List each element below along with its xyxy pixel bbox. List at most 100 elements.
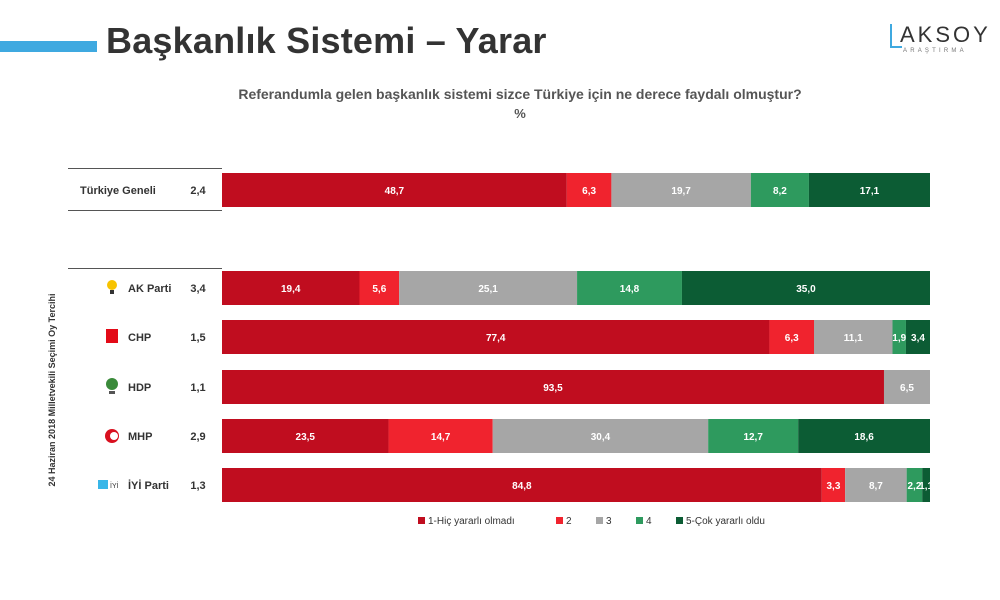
bar-segment bbox=[388, 419, 493, 453]
legend-swatch bbox=[418, 517, 425, 524]
svg-text:İYİ: İYİ bbox=[110, 481, 119, 490]
logo-subtitle: ARAŞTIRMA bbox=[903, 48, 967, 54]
data-label: 14,7 bbox=[431, 432, 451, 443]
data-label: 23,5 bbox=[296, 432, 316, 443]
data-label: 1,9 bbox=[892, 333, 906, 344]
legend-label: 2 bbox=[566, 516, 572, 527]
legend-label: 1-Hiç yararlı olmadı bbox=[428, 516, 515, 527]
party-logo-icon-2 bbox=[106, 329, 118, 343]
logo-word: AKSOY bbox=[900, 22, 991, 47]
legend-item: 4 bbox=[636, 516, 652, 527]
legend-swatch bbox=[556, 517, 563, 524]
category-label: MHP bbox=[128, 431, 152, 443]
legend-label: 3 bbox=[606, 516, 612, 527]
bar-segment bbox=[892, 320, 906, 354]
data-label: 30,4 bbox=[591, 432, 611, 443]
party-logo-icon-1 bbox=[107, 280, 117, 294]
data-label: 3,3 bbox=[827, 481, 841, 492]
survey-question: Referandumla gelen başkanlık sistemi siz… bbox=[238, 86, 802, 102]
data-label: 2,2 bbox=[907, 481, 921, 492]
bar-row: AK Parti 3,4 19,4 5,6 25,1 14,8 35,0 bbox=[107, 271, 930, 305]
data-label: 5,6 bbox=[372, 284, 386, 295]
data-label: 1,1 bbox=[919, 481, 933, 492]
bar-segment bbox=[708, 419, 799, 453]
logo-mark-icon bbox=[890, 24, 902, 48]
bar-segment bbox=[883, 370, 930, 404]
mean-score-label: 3,4 bbox=[190, 283, 206, 295]
bar-segment bbox=[845, 468, 907, 502]
page-title: Başkanlık Sistemi – Yarar bbox=[106, 20, 547, 61]
table-rule-middle bbox=[68, 210, 222, 211]
bar-segment bbox=[611, 173, 751, 207]
data-label: 14,8 bbox=[620, 284, 640, 295]
bar-segment bbox=[681, 271, 930, 305]
data-label: 12,7 bbox=[743, 432, 763, 443]
data-label: 6,3 bbox=[582, 186, 596, 197]
mean-score-label: 1,1 bbox=[190, 382, 205, 394]
data-label: 19,7 bbox=[671, 186, 691, 197]
bar-segment bbox=[222, 271, 360, 305]
data-label: 8,7 bbox=[869, 481, 883, 492]
bar-segment bbox=[808, 173, 930, 207]
category-label: İYİ Parti bbox=[128, 479, 169, 492]
bar-row: İYİ İYİ Parti 1,3 84,8 3,3 8,7 2,21,1 bbox=[98, 468, 933, 502]
data-label: 84,8 bbox=[512, 481, 532, 492]
legend-item: 2 bbox=[556, 516, 572, 527]
data-label: 6,3 bbox=[785, 333, 799, 344]
data-label: 35,0 bbox=[796, 284, 816, 295]
category-label: CHP bbox=[128, 332, 151, 344]
bar-row: MHP 2,9 23,5 14,7 30,4 12,7 18,6 bbox=[105, 419, 930, 453]
legend: 1-Hiç yararlı olmadı 2 3 4 5-Çok yararlı old… bbox=[418, 516, 765, 527]
data-label: 6,5 bbox=[900, 383, 914, 394]
bar-segment bbox=[798, 419, 930, 453]
bar-segment bbox=[222, 173, 567, 207]
bar-row: Türkiye Geneli 2,4 48,7 6,3 19,7 8,2 17,1 bbox=[80, 173, 930, 207]
table-rule-top bbox=[68, 168, 222, 169]
data-label: 48,7 bbox=[385, 186, 405, 197]
legend-item: 5-Çok yararlı oldu bbox=[676, 516, 765, 527]
mean-score-label: 1,5 bbox=[190, 332, 205, 344]
legend-swatch bbox=[636, 517, 643, 524]
party-logo-icon-3 bbox=[106, 378, 118, 394]
party-logo-icon-4 bbox=[105, 429, 119, 443]
data-label: 77,4 bbox=[486, 333, 506, 344]
bar-segment bbox=[814, 320, 893, 354]
legend-swatch bbox=[676, 517, 683, 524]
title-accent-bar bbox=[0, 41, 97, 52]
mean-score-label: 2,9 bbox=[190, 431, 205, 443]
data-label: 25,1 bbox=[478, 284, 498, 295]
data-label: 19,4 bbox=[281, 284, 301, 295]
bar-segment bbox=[750, 173, 809, 207]
bar-segment bbox=[905, 320, 930, 354]
data-label: 18,6 bbox=[854, 432, 874, 443]
bar-segment bbox=[566, 173, 612, 207]
bar-segment bbox=[577, 271, 682, 305]
bar-segment bbox=[769, 320, 815, 354]
bar-segment bbox=[399, 271, 578, 305]
legend-item: 3 bbox=[596, 516, 612, 527]
data-label: 3,4 bbox=[911, 333, 925, 344]
legend-label: 4 bbox=[646, 516, 652, 527]
category-label: AK Parti bbox=[128, 283, 171, 295]
bar-segment bbox=[222, 419, 389, 453]
data-label: 11,1 bbox=[844, 333, 863, 344]
data-label: 8,2 bbox=[773, 186, 787, 197]
mean-score-label: 2,4 bbox=[190, 185, 206, 197]
bar-segment bbox=[492, 419, 709, 453]
unit-label: % bbox=[514, 106, 526, 121]
data-label: 17,1 bbox=[860, 186, 880, 197]
bar-segment bbox=[359, 271, 400, 305]
table-rule-group bbox=[68, 268, 222, 269]
bar-segment bbox=[821, 468, 846, 502]
legend-label: 5-Çok yararlı oldu bbox=[686, 516, 765, 527]
data-label: 93,5 bbox=[543, 383, 563, 394]
party-logo-icon-5: İYİ bbox=[98, 480, 119, 490]
aksoy-logo: AKSOY ARAŞTIRMA bbox=[890, 22, 990, 62]
legend-swatch bbox=[596, 517, 603, 524]
bar-segment bbox=[906, 468, 923, 502]
bar-segment bbox=[222, 320, 770, 354]
legend-item: 1-Hiç yararlı olmadı bbox=[418, 516, 515, 527]
mean-score-label: 1,3 bbox=[190, 480, 205, 492]
bar-row: HDP 1,1 93,5 6,5 bbox=[106, 370, 930, 404]
